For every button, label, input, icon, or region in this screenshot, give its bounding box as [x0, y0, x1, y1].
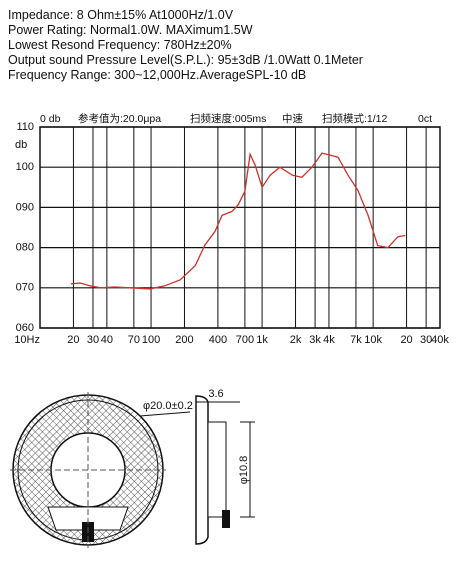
x-tick-label: 10Hz [14, 334, 40, 346]
x-tick-label: 20 [67, 334, 79, 346]
y-tick-label: 070 [16, 282, 34, 294]
x-tick-label: 7k [350, 334, 362, 346]
chart-annotation: 扫频模式:1/12 [322, 112, 388, 125]
spec-line: Frequency Range: 300~12,000Hz.AverageSPL… [8, 68, 307, 82]
chart-annotation: 扫频速度:005ms [190, 112, 266, 125]
x-tick-label: 4k [323, 334, 335, 346]
x-tick-label: 700 [236, 334, 254, 346]
y-tick-label: 060 [16, 322, 34, 334]
front-view [10, 392, 191, 548]
y-tick-label: 080 [16, 242, 34, 254]
chart-annotation: 参考值为:20.0μpa [78, 112, 161, 125]
y-axis-label: db [15, 139, 27, 151]
x-tick-label: 100 [142, 334, 160, 346]
chart-annotation: 0 db [40, 113, 61, 125]
x-tick-label: 40k [431, 334, 449, 346]
outer-diameter-label: φ20.0±0.2 [143, 400, 193, 412]
spec-line: Impedance: 8 Ohm±15% At1000Hz/1.0V [8, 8, 234, 22]
thickness-label: 3.6 [208, 388, 223, 400]
x-tick-label: 200 [175, 334, 193, 346]
x-tick-label: 30 [420, 334, 432, 346]
chart-annotation: 0ct [418, 113, 432, 125]
x-tick-label: 10k [364, 334, 382, 346]
x-tick-label: 20 [400, 334, 412, 346]
drawing: φ20.0±0.2 3.6 φ10.8 [10, 388, 255, 548]
inner-diameter-label: φ10.8 [238, 456, 250, 485]
x-tick-label: 400 [209, 334, 227, 346]
x-tick-label: 1k [256, 334, 268, 346]
y-tick-label: 110 [16, 121, 34, 133]
x-tick-label: 40 [101, 334, 113, 346]
side-view [195, 395, 255, 545]
x-tick-label: 70 [128, 334, 140, 346]
spec-line: Lowest Resond Frequency: 780Hz±20% [8, 38, 232, 52]
y-tick-label: 090 [16, 201, 34, 213]
plot-frame [39, 126, 441, 329]
chart-annotation: 中速 [282, 112, 303, 125]
spec-line: Output sound Pressure Level(S.P.L.): 95±… [8, 53, 363, 67]
spec-line: Power Rating: Normal1.0W. MAXimum1.5W [8, 23, 253, 37]
x-tick-label: 30 [87, 334, 99, 346]
response-line [70, 152, 406, 290]
x-tick-label: 2k [290, 334, 302, 346]
y-tick-label: 100 [16, 161, 34, 173]
chart: db 0 db 参考值为:20.0μpa 扫频速度:005ms 中速 扫频模式:1/12… [14, 112, 449, 346]
x-tick-label: 3k [309, 334, 321, 346]
